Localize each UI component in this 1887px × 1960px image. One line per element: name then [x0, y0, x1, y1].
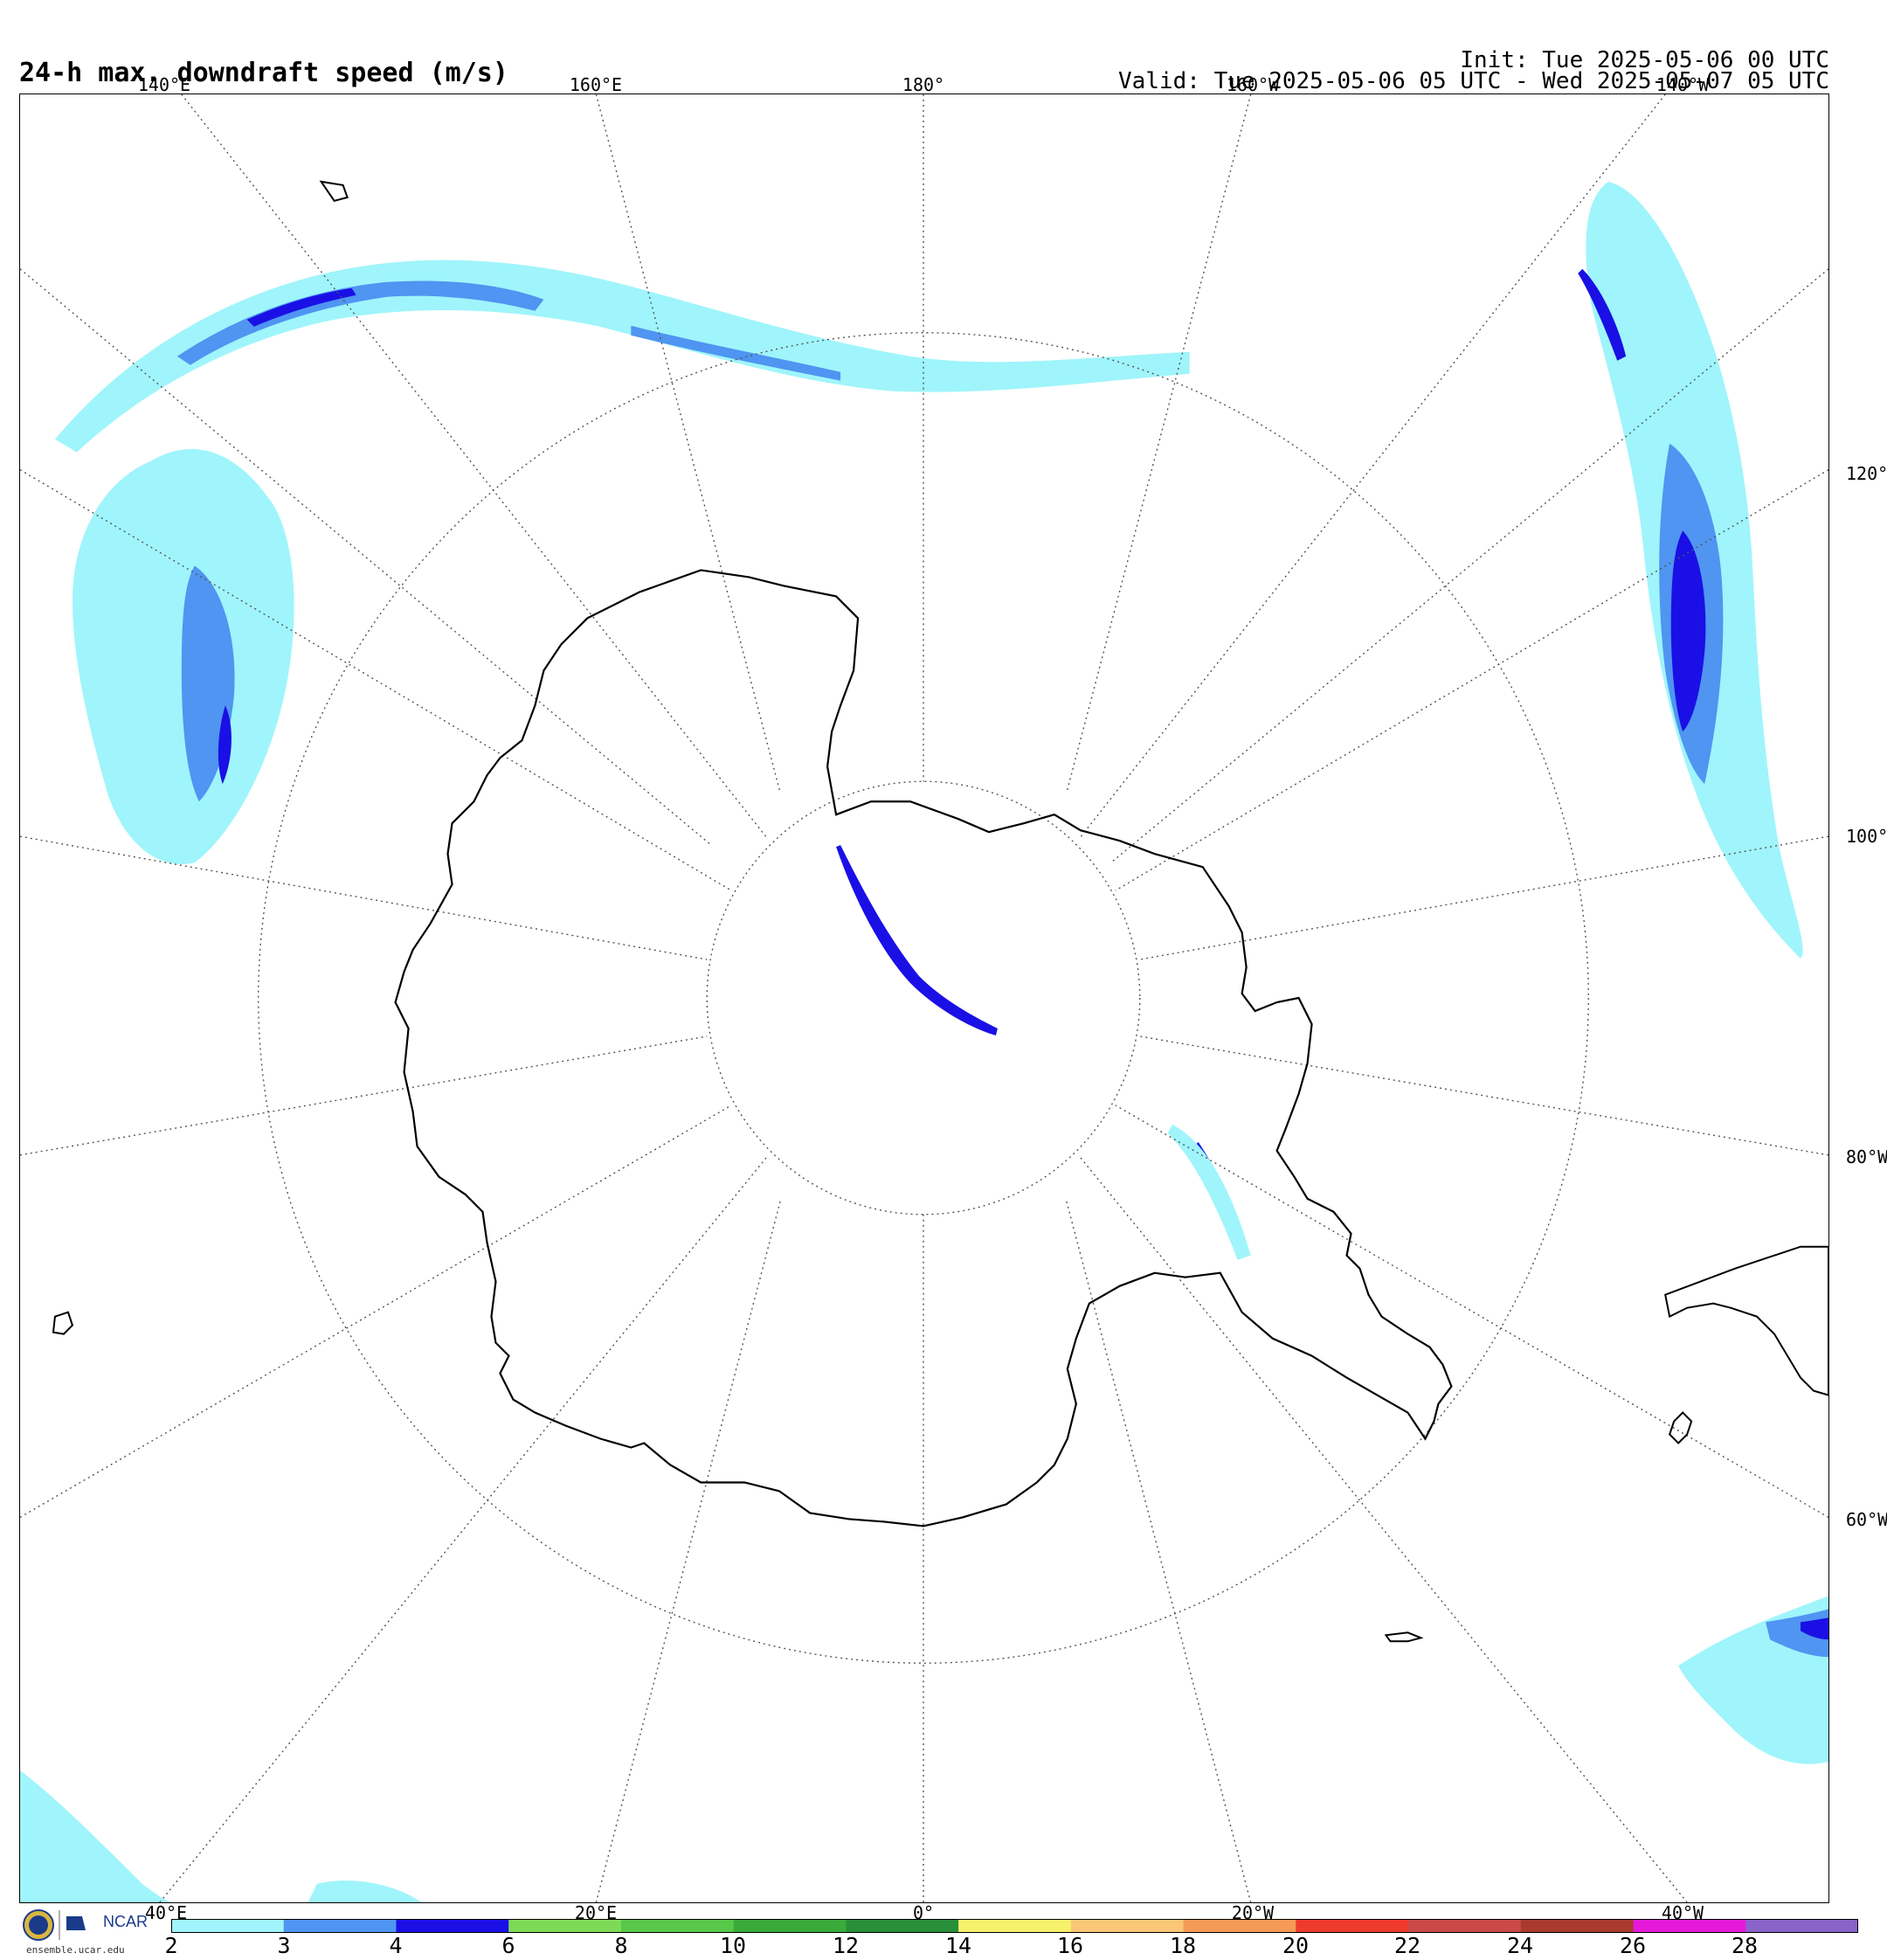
downdraft-cell-southwest	[20, 1770, 173, 1902]
nsf-ncar-logo	[23, 1909, 86, 1941]
valid-time: Valid: Tue 2025-05-06 05 UTC - Wed 2025-…	[1118, 68, 1829, 94]
downdraft-band-pacific-spots	[631, 325, 841, 381]
colorbar-segment	[171, 1919, 285, 1933]
meridian-40e	[20, 1105, 732, 1519]
meridian-label-80w: 80°W	[1846, 1146, 1887, 1167]
init-time: Init: Tue 2025-05-06 00 UTC	[1460, 47, 1829, 73]
antarctica-coastline	[394, 569, 1453, 1527]
colorbar-segment	[1183, 1919, 1296, 1933]
colorbar-tick: 14	[944, 1933, 972, 1958]
downdraft-cell-east-north	[1578, 268, 1627, 361]
meridian-label-180: 180°	[902, 74, 945, 95]
colorbar-tick: 20	[1282, 1933, 1310, 1958]
meridian-160e	[595, 94, 781, 793]
downdraft-band-pacific-peak	[246, 287, 356, 327]
falkland-islands	[1669, 1411, 1693, 1444]
colorbar-segment	[733, 1919, 847, 1933]
meridian-10e	[595, 1201, 781, 1902]
colorbar-segment	[1633, 1919, 1746, 1933]
downdraft-cell-west-peak	[218, 705, 232, 785]
colorbar-tick: 4	[389, 1933, 403, 1958]
colorbar-tick: 6	[501, 1933, 515, 1958]
colorbar-segment	[283, 1919, 397, 1933]
meridian-40w	[1115, 1105, 1828, 1519]
colorbar-tick: 26	[1619, 1933, 1647, 1958]
downdraft-band-pacific	[54, 260, 1190, 453]
colorbar-border	[171, 1919, 1858, 1933]
meridian-label-160e: 160°E	[569, 74, 623, 95]
meridian-140e	[181, 94, 768, 839]
new-zealand-islands	[319, 180, 349, 203]
meridian-label-100w: 100°W	[1846, 826, 1887, 847]
colorbar-segment	[1070, 1919, 1185, 1933]
polar-map	[19, 93, 1829, 1903]
meridian-10w	[1066, 1201, 1252, 1902]
colorbar-tick: 16	[1056, 1933, 1084, 1958]
meridian-20e	[159, 1157, 767, 1902]
meridian-label-140e: 140°E	[137, 74, 191, 95]
south-georgia	[1384, 1631, 1424, 1643]
colorbar-segment	[620, 1919, 735, 1933]
colorbar-tick: 8	[614, 1933, 628, 1958]
south-america-coastline	[1664, 1245, 1828, 1396]
colorbar-segment	[1520, 1919, 1635, 1933]
graticule	[20, 94, 1828, 1902]
meridian-label-120w: 120°W	[1846, 463, 1887, 484]
meridian-100w	[1115, 468, 1828, 891]
colorbar-tick: 28	[1731, 1933, 1759, 1958]
meridian-120e	[20, 268, 712, 846]
colorbar-tick: 10	[719, 1933, 747, 1958]
meridian-120w	[1110, 268, 1828, 863]
colorbar-segment	[1745, 1919, 1858, 1933]
meridian-20w	[1080, 1157, 1688, 1902]
meridian-60e	[20, 1035, 708, 1156]
kerguelen-islands	[52, 1311, 74, 1335]
downdraft-cell-southwest-2	[308, 1880, 422, 1902]
meridian-label-160w: 160°W	[1226, 74, 1280, 95]
ncar-text: NCAR	[103, 1913, 149, 1930]
colorbar-segment	[508, 1919, 622, 1933]
ensemble-url: ensemble.ucar.edu	[26, 1944, 125, 1956]
shading-layer	[20, 181, 1828, 1902]
colorbar-tick: 3	[277, 1933, 291, 1958]
colorbar-tick: 2	[164, 1933, 178, 1958]
colorbar-segment	[846, 1919, 959, 1933]
colorbar-tick: 24	[1506, 1933, 1534, 1958]
latitude-circle-inner	[706, 780, 1141, 1215]
meridian-140w	[1079, 94, 1666, 839]
map-title: 24-h max. downdraft speed (m/s)	[19, 58, 508, 88]
meridian-label-60w: 60°W	[1846, 1509, 1887, 1530]
meridian-80e	[20, 835, 708, 960]
colorbar-segment	[958, 1919, 1072, 1933]
meridian-label-140w: 140°W	[1655, 74, 1710, 95]
colorbar-segment	[1296, 1919, 1409, 1933]
colorbar-segment	[1408, 1919, 1522, 1933]
latitude-circle-outer	[258, 332, 1589, 1664]
colorbar-segment	[396, 1919, 509, 1933]
meridian-80w	[1139, 835, 1828, 960]
meridian-100e	[20, 468, 732, 891]
colorbar-tick: 12	[832, 1933, 860, 1958]
colorbar-tick: 18	[1169, 1933, 1197, 1958]
meridian-160w	[1066, 94, 1252, 793]
colorbar-tick: 22	[1393, 1933, 1421, 1958]
downdraft-streak-pole	[836, 845, 998, 1035]
colorbar	[171, 1919, 1858, 1933]
downdraft-cell-southeast-peak	[1801, 1617, 1828, 1640]
downdraft-cell-east-peak	[1670, 530, 1706, 732]
meridian-60w	[1139, 1035, 1828, 1156]
downdraft-streak-peninsula-halo	[1167, 1124, 1251, 1260]
